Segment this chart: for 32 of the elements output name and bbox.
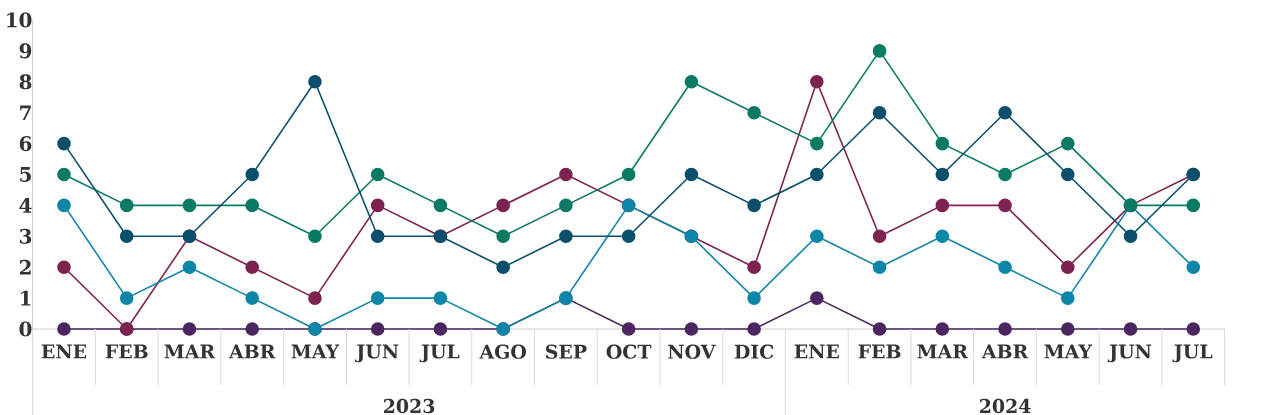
x-tick-label: FEB bbox=[858, 344, 901, 359]
y-tick-label: 3 bbox=[19, 228, 32, 244]
x-tick-label: JUL bbox=[1172, 344, 1213, 363]
x-tick-label: MAR bbox=[164, 344, 216, 359]
x-tick-label: JUN bbox=[354, 344, 399, 363]
y-tick-label: 6 bbox=[19, 136, 32, 152]
x-tick-label: MAY bbox=[1044, 344, 1093, 359]
x-tick-label: ENE bbox=[794, 344, 839, 359]
x-tick-label: MAY bbox=[291, 344, 340, 359]
text: 2024 bbox=[979, 398, 1031, 414]
y-tick-label: 2 bbox=[19, 259, 31, 275]
x-tick-label: AGO bbox=[479, 344, 527, 359]
x-tick-label: ABR bbox=[981, 344, 1029, 359]
x-tick-label: FEB bbox=[105, 344, 148, 359]
x-tick-label: DIC bbox=[734, 344, 774, 359]
y-tick-label: 4 bbox=[19, 198, 32, 213]
x-tick-label: JUN bbox=[1107, 344, 1152, 363]
x-tick-label: NOV bbox=[668, 344, 716, 359]
x-tick-label: MAR bbox=[917, 344, 969, 359]
x-tick-label: SEP bbox=[545, 344, 587, 359]
y-tick-label: 0 bbox=[19, 321, 32, 337]
y-tick-label: 7 bbox=[20, 105, 31, 120]
x-tick-label: OCT bbox=[606, 344, 652, 359]
y-tick-label: 1 bbox=[21, 290, 31, 306]
y-tick-label: 9 bbox=[19, 43, 32, 59]
x-tick-label: ABR bbox=[228, 344, 276, 359]
x-tick-label: JUL bbox=[419, 344, 460, 363]
text: 2023 bbox=[383, 398, 435, 414]
y-tick-label: 8 bbox=[19, 74, 32, 90]
y-tick-label: 5 bbox=[20, 167, 31, 182]
y-tick-label: 10 bbox=[7, 12, 32, 28]
x-tick-label: ENE bbox=[41, 344, 87, 359]
